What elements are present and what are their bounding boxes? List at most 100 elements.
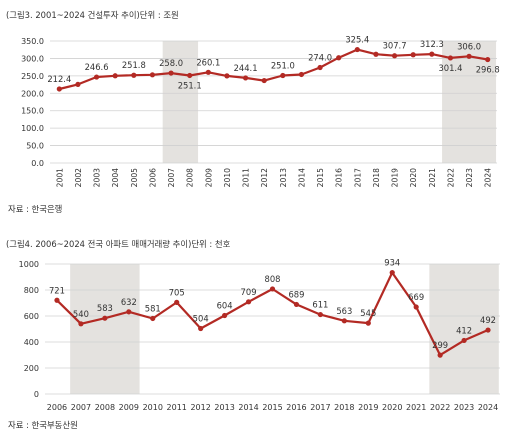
chart1-x-tick-label: 2017 [353, 168, 362, 187]
chart2-data-label: 934 [384, 258, 400, 268]
chart1-x-tick-label: 2010 [223, 168, 232, 187]
chart1-y-tick-label: 300.0 [21, 54, 44, 63]
chart1-data-point [410, 52, 416, 58]
chart1-data-point [280, 72, 286, 79]
chart1-data-label: 274.0 [308, 52, 332, 62]
chart1-y-tick-label: 150.0 [21, 107, 44, 116]
chart1-x-tick-label: 2012 [260, 168, 269, 187]
chart1-x-tick-label: 2007 [167, 168, 176, 187]
chart1-data-point [447, 55, 454, 61]
chart1-data-point [317, 64, 323, 71]
chart2-x-tick-label: 2024 [478, 403, 498, 412]
chart2-data-label: 669 [408, 292, 424, 302]
chart1-data-point [149, 72, 156, 78]
chart2-x-tick-label: 2015 [262, 403, 282, 412]
chart1-x-tick-label: 2002 [74, 168, 83, 187]
chart2-data-point [198, 325, 204, 332]
chart1-y-tick-label: 250.0 [21, 72, 44, 81]
chart2-data-point [78, 321, 84, 327]
chart2-x-tick-label: 2007 [71, 403, 91, 412]
chart1-construction-investment: 0.0 50.0 100.0 150.0 200.0 250.0 300.0 350.0 200… [21, 35, 500, 188]
chart2-x-tick-label: 2022 [430, 403, 450, 412]
chart2-data-point [389, 269, 395, 276]
chart1-x-tick-label: 2021 [428, 168, 437, 187]
chart1-data-label: 258.0 [159, 58, 183, 68]
chart2-x-tick-label: 2023 [454, 403, 474, 412]
chart1-x-tick-label: 2019 [391, 168, 400, 187]
chart2-x-tick-label: 2014 [238, 403, 258, 412]
chart2-data-label: 583 [97, 303, 113, 313]
chart2-y-tick-label: 800 [24, 286, 39, 295]
chart1-data-label: 244.1 [234, 63, 258, 73]
chart2-data-point [174, 299, 180, 305]
chart2-shaded-band [70, 264, 140, 394]
chart1-data-point [373, 51, 379, 57]
chart2-data-label: 689 [288, 289, 304, 299]
chart2-data-label: 299 [432, 340, 448, 350]
chart2-x-tick-label: 2011 [167, 403, 187, 412]
chart1-source: 자료 : 한국은행 [8, 204, 63, 214]
chart2-data-point [102, 315, 108, 321]
chart1-data-label: 296.8 [476, 65, 500, 75]
chart2-x-tick-label: 2008 [95, 403, 115, 412]
chart1-data-point [298, 71, 305, 78]
chart1-data-point [205, 69, 211, 75]
chart1-data-label: 312.3 [420, 39, 444, 49]
chart2-data-label: 492 [480, 315, 496, 325]
chart1-x-tick-label: 2023 [465, 168, 474, 187]
chart2-data-label: 705 [169, 287, 185, 297]
chart2-x-tick-label: 2006 [47, 403, 67, 412]
chart2-x-tick-label: 2013 [214, 403, 234, 412]
chart1-y-tick-label: 350.0 [21, 37, 44, 46]
chart1-data-label: 325.4 [345, 35, 369, 45]
chart2-x-tick-label: 2016 [286, 403, 306, 412]
chart1-x-tick-label: 2014 [297, 168, 306, 187]
chart1-data-point [391, 53, 398, 59]
chart2-y-tick-label: 600 [24, 312, 39, 321]
chart2-data-point [413, 304, 419, 310]
chart1-data-point [93, 74, 100, 80]
chart2-data-label: 604 [217, 300, 233, 310]
chart2-data-point [485, 327, 491, 333]
chart1-data-label: 251.1 [178, 80, 202, 90]
chart2-data-label: 563 [336, 306, 352, 316]
chart1-data-label: 251.8 [122, 60, 146, 70]
chart1-data-point [131, 72, 137, 78]
chart1-x-tick-label: 2009 [204, 168, 213, 187]
chart2-x-tick-label: 2018 [334, 403, 354, 412]
chart2-data-label: 504 [193, 313, 209, 323]
chart1-data-label: 212.4 [47, 74, 71, 84]
chart1-x-tick-label: 2001 [55, 168, 64, 187]
chart2-data-point [126, 309, 132, 315]
chart2-data-point [461, 337, 467, 344]
chart1-x-tick-label: 2016 [335, 168, 344, 187]
chart2-data-label: 540 [73, 309, 89, 319]
chart1-data-label: 246.6 [85, 62, 109, 72]
chart2-x-tick-label: 2021 [406, 403, 426, 412]
chart1-data-point [224, 73, 230, 79]
chart2-data-point [341, 318, 347, 324]
chart1-data-point [261, 77, 267, 84]
chart2-y-tick-label: 400 [24, 338, 39, 347]
chart1-x-tick-label: 2004 [111, 168, 120, 187]
chart1-data-point [75, 81, 81, 87]
chart2-data-point [317, 311, 323, 318]
chart1-y-tick-label: 100.0 [21, 124, 44, 133]
chart1-x-tick-label: 2011 [242, 168, 251, 187]
chart1-x-tick-label: 2013 [279, 168, 288, 187]
chart2-title: (그림4. 2006~2024 전국 아파트 매매거래량 추이)단위 : 천호 [6, 239, 231, 249]
chart2-data-point [365, 320, 371, 326]
chart2-data-label: 709 [241, 287, 257, 297]
chart2-data-point [54, 297, 60, 303]
chart1-shaded-band [162, 41, 199, 163]
chart2-data-label: 545 [360, 308, 376, 318]
chart1-y-tick-label: 50.0 [26, 142, 44, 151]
chart1-data-point [466, 53, 472, 59]
chart1-data-label: 251.0 [271, 61, 295, 71]
chart2-data-label: 632 [121, 297, 137, 307]
chart1-x-tick-label: 2022 [446, 168, 455, 187]
chart1-title: (그림3. 2001~2024 건설투자 추이)단위 : 조원 [6, 10, 179, 20]
chart2-data-point [150, 315, 156, 322]
chart2-data-point [245, 299, 252, 305]
chart2-x-tick-label: 2019 [358, 403, 378, 412]
